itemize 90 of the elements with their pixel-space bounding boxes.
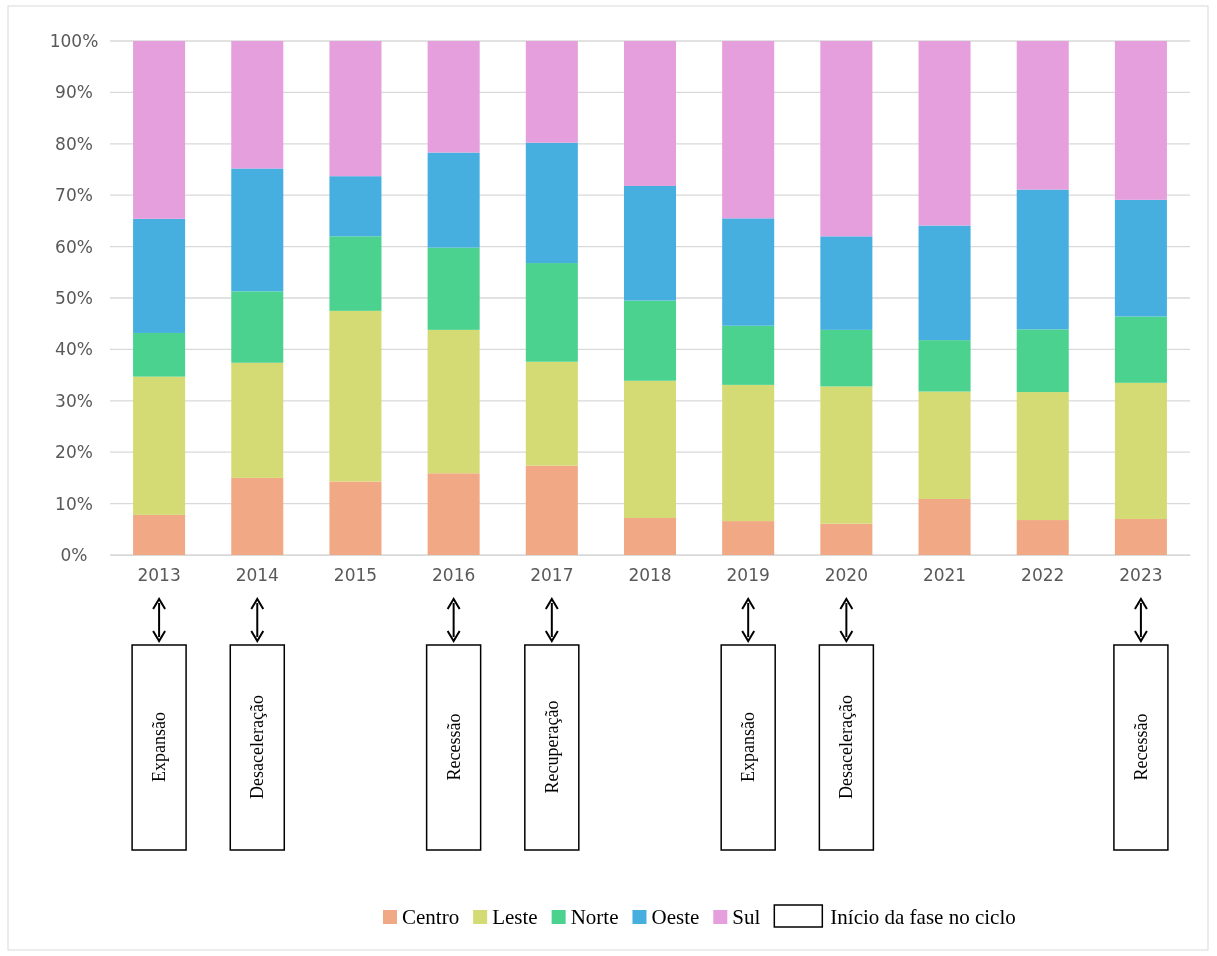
bar [525,263,578,362]
legend-label: Sul [732,905,761,929]
text: Início da fase no ciclo [830,905,1016,929]
bar [1016,392,1069,521]
bar [1016,189,1069,330]
bar [918,498,971,555]
text: Recessão [443,713,464,781]
bar [329,236,382,311]
bar [525,41,578,143]
y-tick-label: 90% [55,82,93,103]
bar [133,41,186,219]
text: Recuperação [541,700,562,794]
text: Expansão [149,712,170,782]
y-tick-label: 0% [60,544,88,565]
x-tick-label: 2018 [628,565,672,586]
bar [722,325,775,385]
bar [722,521,775,555]
bar [1016,520,1069,555]
text: Desaceleração [836,695,857,799]
x-tick-label: 2017 [530,565,574,586]
bar [918,391,971,499]
y-tick-label: 40% [55,339,93,360]
y-tick-label: 30% [55,390,93,411]
text: Desaceleração [247,695,268,799]
x-tick-label: 2021 [922,565,967,586]
y-tick-label: 10% [55,493,93,514]
bar [231,41,284,169]
bar [820,523,873,555]
x-tick-label: 2022 [1021,565,1065,586]
bar [231,291,284,363]
x-tick-label: 2023 [1119,565,1163,586]
bar [1016,41,1069,190]
bar [329,41,382,177]
bar [329,481,382,555]
x-tick-label: 2015 [333,565,378,586]
bar [918,340,971,392]
bar [231,477,284,555]
bar [133,332,186,377]
bar [133,376,186,515]
y-tick-label: 100% [49,30,99,51]
bar [820,236,873,330]
x-tick-label: 2014 [235,565,279,586]
bar [820,329,873,387]
legend-label: Leste [492,905,538,929]
bar [329,310,382,482]
bar [623,185,677,301]
legend-label: Oeste [651,905,700,929]
bar [231,362,284,478]
x-tick-label: 2020 [824,565,868,586]
y-tick-label: 70% [55,185,93,206]
bar [1114,519,1167,555]
legend-label: Norte [570,905,619,929]
x-tick-label: 2013 [137,565,181,586]
bar [1114,382,1167,520]
y-tick-label: 60% [55,236,93,257]
bar [722,41,775,219]
legend-label: Centro [402,905,460,929]
bar [623,41,677,186]
bar [623,300,677,381]
bar [427,41,480,153]
bar [329,176,382,237]
x-tick-label: 2016 [432,565,476,586]
bar [525,361,578,466]
bar [1114,199,1167,317]
bar [525,142,578,264]
bar [525,465,578,555]
bar [623,380,677,518]
bar [722,218,775,326]
text: Recessão [1130,713,1151,781]
y-tick-label: 20% [55,442,93,463]
bar [1016,329,1069,393]
bar [427,329,480,474]
text: Expansão [738,712,759,782]
bar [820,386,873,524]
bar [722,384,775,522]
x-tick-label: 2019 [726,565,770,586]
bar [133,218,186,333]
bar [427,247,480,330]
y-tick-label: 50% [55,287,93,308]
bar [427,473,480,555]
bar [231,168,284,292]
bar [1114,316,1167,383]
bar [133,514,186,555]
bar [918,225,971,341]
bar [820,41,873,237]
y-tick-label: 80% [55,133,93,154]
bar [918,41,971,226]
bar [1114,41,1167,200]
bar [427,152,480,248]
bar [623,517,677,555]
